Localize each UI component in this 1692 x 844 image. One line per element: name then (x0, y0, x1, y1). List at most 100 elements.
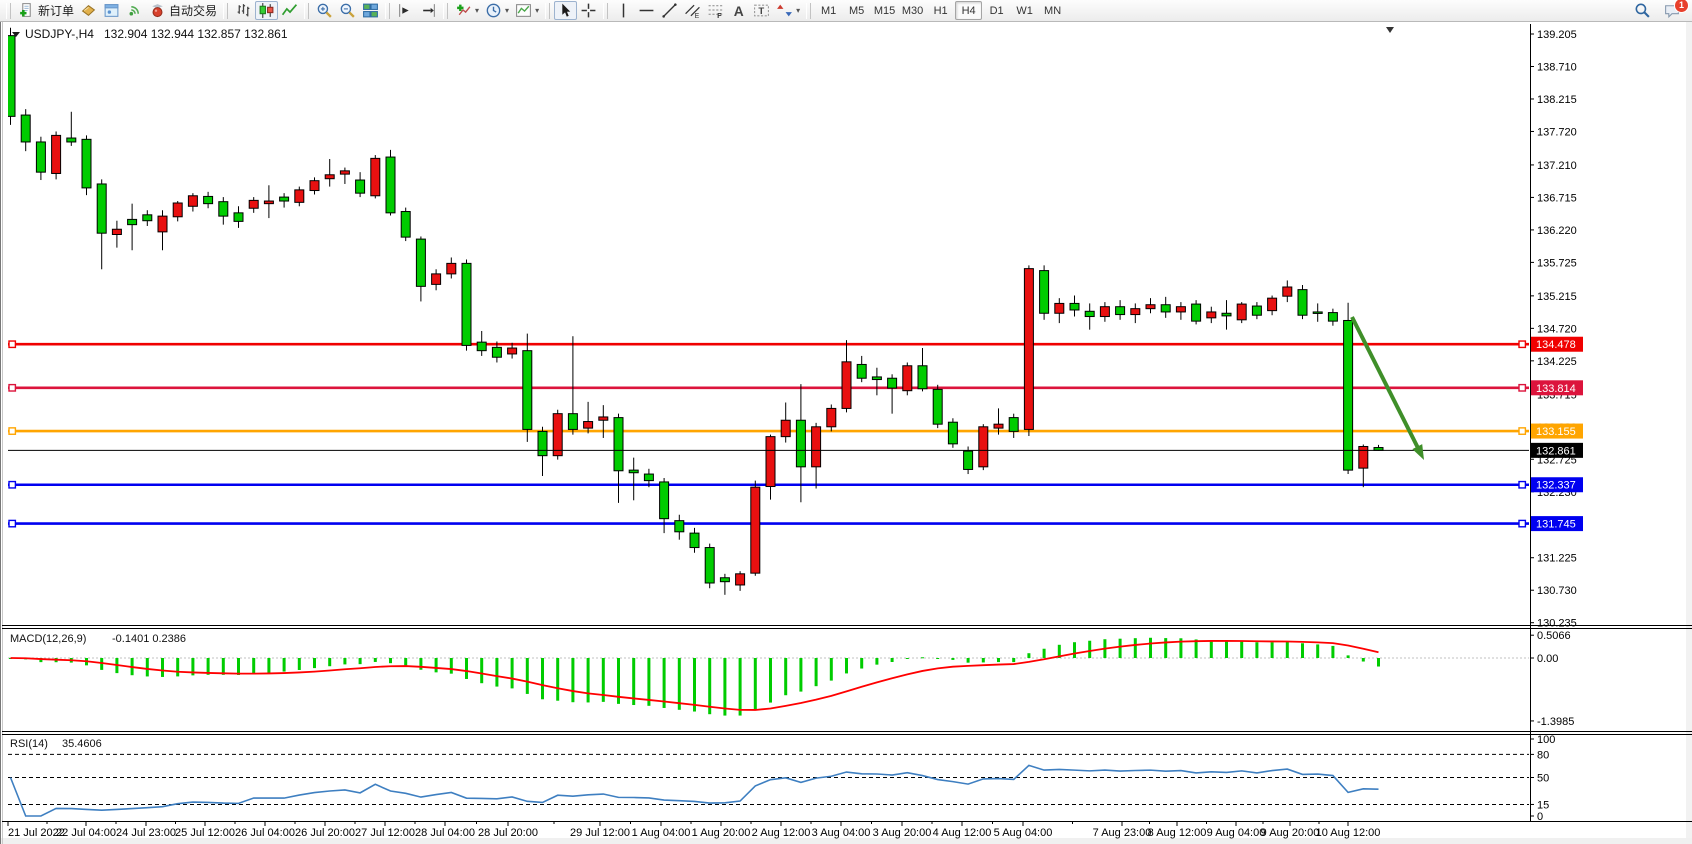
chart-canvas[interactable]: 139.205 138.710 138.215 137.720 137.210 136.7… (0, 22, 1692, 844)
chart-shift-icon (423, 4, 435, 17)
symbol-dropdown-icon (12, 32, 20, 37)
candle (613, 417, 624, 472)
search-button[interactable] (1631, 1, 1654, 20)
candle (309, 180, 320, 192)
fibonacci-button[interactable]: F (704, 1, 727, 20)
arrows-button[interactable]: ▾ (773, 1, 803, 20)
macd-bar (1255, 642, 1259, 658)
horizontal-line-button[interactable] (635, 1, 658, 20)
timeframe-W1[interactable]: W1 (1016, 4, 1033, 17)
timeframe-H4[interactable]: H4 (955, 1, 983, 20)
candle (187, 195, 198, 207)
navigator-button[interactable] (100, 1, 123, 20)
signals-button[interactable] (123, 1, 146, 20)
candle (218, 201, 229, 217)
zoom-out-button[interactable] (336, 1, 359, 20)
line-handle[interactable] (8, 340, 17, 349)
trend-arrow[interactable] (1350, 316, 1420, 449)
chart-shift-button[interactable] (417, 1, 440, 20)
line-handle[interactable] (8, 383, 17, 392)
candle (279, 196, 290, 202)
indicators-button[interactable]: ▾ (452, 1, 482, 20)
equidistant-channel-button[interactable]: E (681, 1, 704, 20)
macd-tick-label: -1.3985 (1537, 716, 1574, 728)
candle (507, 347, 518, 355)
candle (1175, 306, 1186, 313)
time-label: 3 Aug 20:00 (873, 827, 932, 839)
candle (446, 262, 457, 275)
bar-chart-button[interactable] (232, 1, 255, 20)
macd-tick-label: 0.00 (1537, 653, 1558, 665)
macd-bar (1240, 641, 1244, 658)
candle (735, 573, 746, 586)
line-handle[interactable] (1518, 340, 1527, 349)
candle (1206, 311, 1217, 319)
price-badge (1531, 423, 1583, 439)
macd-panel (8, 637, 1529, 716)
candle (659, 481, 670, 520)
timeframe-M30[interactable]: M30 (901, 4, 924, 17)
bar-chart-icon (237, 4, 250, 17)
candle (1358, 445, 1369, 469)
tile-windows-button[interactable] (359, 1, 382, 20)
price-badge (1531, 380, 1583, 396)
candle (826, 407, 837, 428)
templates-icon (516, 4, 531, 17)
macd-bar (1346, 655, 1350, 658)
macd-bar (525, 658, 529, 694)
autotrading-button[interactable]: 自动交易 (146, 1, 220, 20)
line-handle[interactable] (8, 480, 17, 489)
timeframe-M15[interactable]: M15 (873, 4, 896, 17)
timeframe-D1[interactable]: D1 (989, 4, 1004, 17)
market-watch-button[interactable] (77, 1, 100, 20)
line-handle[interactable] (1518, 427, 1527, 435)
toolbar-grip (603, 2, 609, 19)
line-handle[interactable] (8, 427, 17, 435)
macd-bar (769, 658, 772, 703)
trend-arrow-head[interactable] (1412, 444, 1424, 460)
line-handle[interactable] (1518, 480, 1527, 489)
candle (157, 215, 168, 233)
text-label-button[interactable]: T (750, 1, 773, 20)
macd-bar (1164, 638, 1168, 658)
tile-windows-icon (363, 3, 378, 18)
macd-bar (328, 658, 332, 667)
candle (1343, 319, 1354, 471)
candle (537, 430, 548, 457)
macd-bar (586, 658, 590, 703)
candle (856, 363, 867, 379)
line-handle[interactable] (1518, 519, 1527, 528)
timeframe-M1[interactable]: M1 (820, 4, 837, 17)
price-tick-label: 137.720 (1537, 126, 1577, 138)
time-label: 8 Aug 12:00 (1148, 827, 1207, 839)
vertical-line-button[interactable] (612, 1, 635, 20)
timeframe-MN[interactable]: MN (1044, 4, 1062, 17)
text-button[interactable]: A (727, 1, 750, 20)
auto-scroll-button[interactable] (394, 1, 417, 20)
candlestick-chart-button[interactable] (255, 1, 279, 20)
candle (795, 419, 806, 468)
macd-bar (829, 658, 833, 681)
trendline-button[interactable] (658, 1, 681, 20)
candle (385, 156, 396, 214)
new-order-button[interactable]: 新订单 (15, 1, 77, 20)
candle (1039, 270, 1050, 314)
timeframe-M5[interactable]: M5 (848, 4, 865, 17)
line-handle[interactable] (1518, 383, 1527, 392)
zoom-in-button[interactable] (313, 1, 336, 20)
equidistant-channel-icon: E (685, 4, 700, 19)
candle (719, 577, 730, 583)
line-handle[interactable] (8, 519, 17, 528)
macd-bar (784, 658, 788, 696)
crosshair-button[interactable] (577, 1, 600, 20)
time-label: 4 Aug 12:00 (933, 827, 992, 839)
line-chart-button[interactable] (278, 1, 301, 20)
periods-button[interactable]: ▾ (482, 1, 512, 20)
cursor-button[interactable] (554, 1, 578, 20)
timeframe-H1[interactable]: H1 (933, 4, 948, 17)
notifications-button[interactable]: 1 (1660, 0, 1689, 20)
macd-bar (1194, 639, 1198, 658)
price-tick-label: 134.225 (1537, 356, 1577, 368)
macd-bar (434, 658, 438, 673)
templates-button[interactable]: ▾ (512, 1, 542, 20)
